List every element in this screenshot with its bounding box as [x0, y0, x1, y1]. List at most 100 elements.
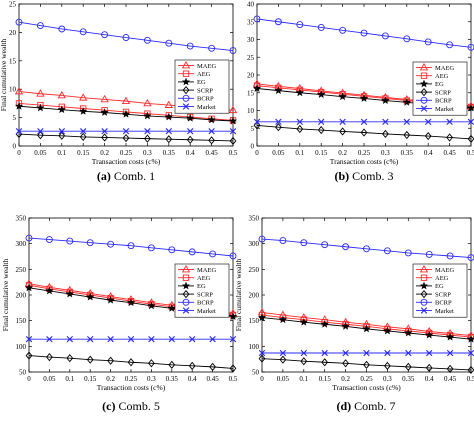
data-point: [363, 349, 370, 357]
data-point: [446, 252, 454, 260]
data-point: [164, 100, 173, 108]
legend-marker: [420, 105, 428, 112]
x-tick-label: 0.1: [299, 375, 308, 383]
caption-text: Comb. 7: [354, 399, 395, 413]
x-tick-label: 0.4: [424, 149, 433, 157]
y-tick-label: 35: [247, 18, 255, 26]
data-point: [86, 239, 94, 247]
x-tick-label: 0.45: [443, 149, 456, 157]
x-tick-label: 0.5: [467, 375, 474, 383]
data-point: [46, 353, 53, 362]
legend-label: EG: [435, 283, 444, 290]
legend-marker: [420, 96, 428, 104]
series-market: [253, 118, 474, 126]
data-point: [121, 109, 131, 118]
data-point: [208, 44, 216, 52]
legend-marker: [420, 289, 428, 299]
data-point: [360, 118, 368, 126]
legend-label: BCRP: [197, 300, 214, 307]
series-scrp: [258, 354, 474, 375]
data-point: [122, 128, 130, 135]
data-point: [424, 131, 432, 141]
data-point: [467, 43, 474, 51]
data-point: [321, 241, 329, 249]
data-point: [362, 324, 371, 333]
data-point: [275, 118, 282, 126]
x-tick-label: 0.45: [444, 375, 457, 383]
legend-marker: [182, 70, 190, 77]
data-point: [122, 133, 130, 143]
data-point: [143, 36, 151, 44]
data-point: [228, 116, 238, 125]
panel-caption: (c) Comb. 5: [102, 399, 160, 413]
legend-label: SCRP: [435, 291, 451, 298]
data-point: [229, 128, 237, 135]
data-point: [381, 96, 390, 105]
panel-caption: (d) Comb. 7: [336, 399, 395, 413]
legend-label: SCRP: [197, 291, 213, 298]
caption-label: (a): [97, 169, 114, 183]
x-tick-label: 0.05: [277, 375, 290, 383]
x-tick-label: 0.45: [206, 375, 219, 383]
data-point: [339, 127, 346, 136]
y-tick-label: 30: [247, 36, 255, 44]
data-point: [278, 315, 288, 324]
x-tick-label: 0.2: [106, 375, 115, 383]
data-point: [317, 125, 325, 135]
data-point: [339, 118, 346, 126]
legend-label: EG: [435, 81, 444, 88]
y-tick-label: 5: [13, 114, 17, 122]
data-point: [86, 292, 95, 301]
x-tick-label: 0.3: [381, 149, 390, 157]
x-tick-label: 0.05: [34, 149, 47, 157]
data-point: [58, 131, 66, 140]
y-tick-label: 0: [13, 143, 17, 151]
data-point: [14, 101, 24, 110]
data-point: [208, 136, 215, 145]
data-point: [258, 235, 266, 243]
data-point: [317, 90, 326, 99]
series-bcrp: [15, 18, 237, 55]
data-point: [207, 115, 216, 124]
data-point: [228, 312, 238, 321]
data-point: [127, 242, 135, 250]
legend-marker: [181, 77, 191, 86]
legend-label: MAEG: [435, 65, 454, 72]
series-scrp: [253, 121, 474, 144]
y-tick-label: 300: [249, 240, 260, 248]
y-tick-label: 5: [251, 125, 255, 133]
data-point: [14, 86, 24, 95]
data-point: [167, 303, 176, 312]
series-line: [28, 355, 234, 369]
data-point: [144, 128, 151, 135]
y-tick-label: 25: [247, 54, 255, 62]
data-point: [168, 335, 175, 343]
caption-text: Comb. 1: [114, 169, 155, 183]
data-point: [46, 335, 53, 343]
data-point: [208, 128, 215, 135]
x-tick-label: 0.2: [338, 149, 347, 157]
data-point: [80, 128, 87, 135]
data-point: [79, 132, 87, 142]
data-point: [274, 86, 283, 95]
caption-label: (d): [336, 399, 354, 413]
data-point: [66, 237, 74, 245]
y-tick-label: 350: [249, 215, 260, 223]
data-point: [405, 349, 412, 357]
data-point: [121, 96, 131, 104]
x-tick-label: 0.45: [205, 149, 218, 157]
legend-label: Market: [197, 104, 216, 111]
data-point: [209, 335, 216, 343]
data-point: [58, 25, 66, 33]
y-tick-label: 20: [9, 29, 17, 37]
legend-label: Market: [197, 308, 216, 315]
series-bcrp: [253, 15, 474, 51]
data-point: [300, 349, 307, 357]
data-point: [257, 313, 267, 322]
x-tick-label: 0.25: [120, 149, 133, 157]
data-point: [164, 112, 173, 121]
legend-marker: [182, 307, 190, 314]
y-tick-label: 150: [16, 317, 27, 325]
data-point: [382, 129, 389, 139]
